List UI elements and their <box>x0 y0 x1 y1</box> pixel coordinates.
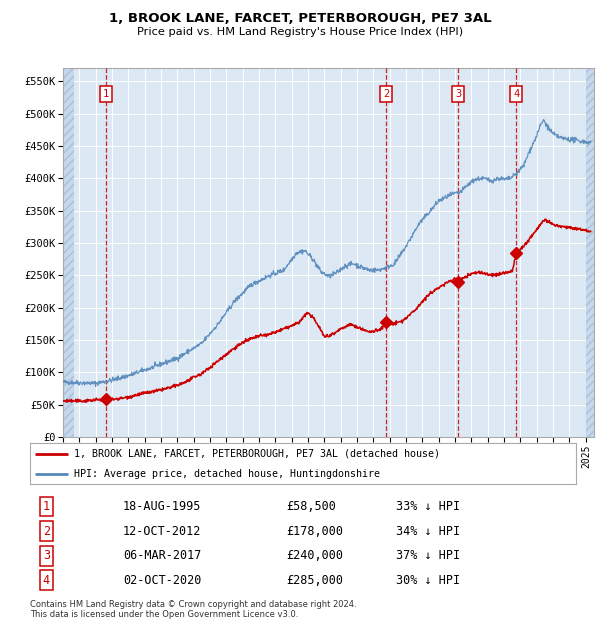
Text: 12-OCT-2012: 12-OCT-2012 <box>123 525 201 538</box>
Text: 06-MAR-2017: 06-MAR-2017 <box>123 549 201 562</box>
Bar <box>586 68 594 437</box>
Text: 33% ↓ HPI: 33% ↓ HPI <box>396 500 460 513</box>
Text: Contains HM Land Registry data © Crown copyright and database right 2024.
This d: Contains HM Land Registry data © Crown c… <box>30 600 356 619</box>
Text: 4: 4 <box>513 89 520 99</box>
Bar <box>63 68 74 437</box>
Bar <box>586 68 594 437</box>
Bar <box>63 68 74 437</box>
Text: 3: 3 <box>43 549 50 562</box>
Text: 2: 2 <box>43 525 50 538</box>
Text: 1, BROOK LANE, FARCET, PETERBOROUGH, PE7 3AL: 1, BROOK LANE, FARCET, PETERBOROUGH, PE7… <box>109 12 491 25</box>
Text: 1, BROOK LANE, FARCET, PETERBOROUGH, PE7 3AL (detached house): 1, BROOK LANE, FARCET, PETERBOROUGH, PE7… <box>74 449 440 459</box>
Text: 37% ↓ HPI: 37% ↓ HPI <box>396 549 460 562</box>
Text: 18-AUG-1995: 18-AUG-1995 <box>123 500 201 513</box>
Text: £58,500: £58,500 <box>287 500 337 513</box>
Text: 02-OCT-2020: 02-OCT-2020 <box>123 574 201 587</box>
Text: £240,000: £240,000 <box>287 549 344 562</box>
Text: 34% ↓ HPI: 34% ↓ HPI <box>396 525 460 538</box>
Text: 3: 3 <box>455 89 461 99</box>
Text: 30% ↓ HPI: 30% ↓ HPI <box>396 574 460 587</box>
Text: 1: 1 <box>43 500 50 513</box>
Text: 4: 4 <box>43 574 50 587</box>
Text: £178,000: £178,000 <box>287 525 344 538</box>
Text: £285,000: £285,000 <box>287 574 344 587</box>
Text: Price paid vs. HM Land Registry's House Price Index (HPI): Price paid vs. HM Land Registry's House … <box>137 27 463 37</box>
Text: HPI: Average price, detached house, Huntingdonshire: HPI: Average price, detached house, Hunt… <box>74 469 380 479</box>
Text: 2: 2 <box>383 89 389 99</box>
Text: 1: 1 <box>103 89 109 99</box>
